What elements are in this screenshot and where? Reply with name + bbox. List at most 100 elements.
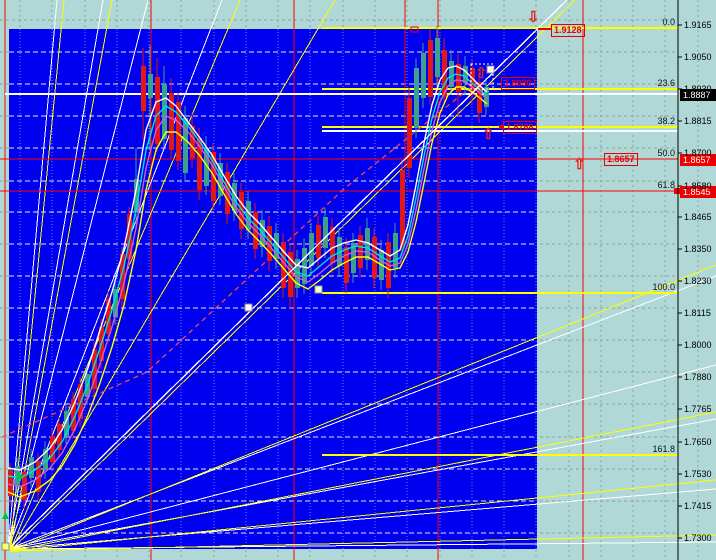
axis-price-label: 1.9050 [684,52,712,62]
alert-price-box[interactable]: 1.8545 [680,186,716,198]
candlestick [50,436,55,462]
candlestick [435,38,440,77]
fib-level-label: 23.6 [657,78,675,88]
buy-arrow-icon[interactable]: ⇧ [475,65,488,82]
candlestick [239,192,244,229]
moving-average-line [7,65,488,471]
last-price-box: 1.8887 [680,89,716,101]
candlestick [43,449,48,470]
candlestick [127,214,132,259]
price-callout-label[interactable]: 1.8768 [503,121,537,134]
candlestick [232,183,237,211]
fib-level-label: 61.8 [657,180,675,190]
dotted-selection-rect[interactable] [470,63,494,90]
buy-arrow-icon[interactable]: ⇧ [482,126,495,143]
candlestick [407,98,412,168]
axis-price-label: 1.7415 [684,501,712,511]
axis-price-label: 1.8465 [684,212,712,222]
axis-price-label: 1.7880 [684,372,712,382]
candlestick [267,226,272,261]
axis-price-label: 1.7765 [684,404,712,414]
candlestick [8,470,13,496]
candlestick [463,66,468,83]
axis-price-label: 1.8930 [684,84,712,94]
candlestick [155,77,160,144]
axis-price-label: 1.8230 [684,276,712,286]
chart-markers [2,26,680,519]
candlestick [106,299,111,334]
candlestick [281,242,286,288]
top-tick-marker [410,26,419,33]
trendline-handle[interactable] [486,65,495,74]
fib-level-label: 0.0 [662,17,675,27]
candlestick [449,61,454,87]
up-triangle-marker [2,512,9,519]
callout-bullet [499,125,503,129]
price-callout-label[interactable]: 1.8930 [501,77,535,90]
candlestick [204,148,209,186]
candlestick [113,289,118,317]
sell-arrow-icon[interactable]: ⇩ [527,9,540,26]
candlestick [190,126,195,158]
candlestick [456,64,461,92]
callout-leader-line [538,28,551,30]
candlestick [162,84,167,139]
candlestick [120,254,125,299]
candlestick [288,252,293,297]
candlestick [64,411,69,436]
moving-average-line [7,73,488,479]
candlestick [92,349,97,389]
axis-level-marker [674,188,680,194]
fibo-handle[interactable] [314,285,323,294]
trendline-handle[interactable] [1,542,10,551]
axis-price-label: 1.7300 [684,533,712,543]
axis-price-label: 1.8580 [684,181,712,191]
fib-level-label: 50.0 [657,148,675,158]
buy-arrow-icon[interactable]: ⇧ [573,156,586,173]
candlestick [246,201,251,230]
candlestick [295,259,300,288]
candlestick [148,74,153,98]
candlestick [330,227,335,263]
red-alert-lines[interactable] [0,158,678,192]
moving-average-line [7,79,488,488]
candlestick [197,138,202,190]
price-callout-label[interactable]: 1.8657 [604,153,638,166]
candlestick [421,53,426,98]
axis-price-label: 1.8115 [684,308,711,318]
candlestick [169,93,174,150]
main-trendline[interactable] [1,0,568,551]
candlestick [365,228,370,260]
axis-price-label: 1.7530 [684,469,712,479]
candlestick [344,247,349,283]
candlestick [274,233,279,259]
candlestick [176,102,181,161]
candlestick [470,68,475,95]
candlestick [316,225,321,258]
axis-price-label: 1.9165 [684,20,712,30]
candlestick [183,118,188,173]
fib-level-label: 161.8 [652,444,675,454]
axis-price-label: 1.8000 [684,340,712,350]
trendline-handle[interactable] [244,303,253,312]
candlestick [71,399,76,431]
axis-price-label: 1.8350 [684,244,712,254]
candlestick [22,472,27,500]
axis-price-label: 1.8700 [684,148,712,158]
candlestick [400,170,405,247]
horizontal-lines[interactable] [5,93,678,132]
fib-level-label: 38.2 [657,116,675,126]
candlestick [372,237,377,278]
alert-price-box[interactable]: 1.8657 [680,154,716,166]
candlestick [393,233,398,268]
moving-average-line [7,86,488,498]
price-callout-label[interactable]: 1.9128 [551,24,585,37]
candlestick [134,179,139,212]
candlestick [428,40,433,97]
candlestick [309,233,314,266]
up-triangle-marker [16,472,23,479]
candlestick [302,248,307,284]
candlestick [29,457,34,478]
